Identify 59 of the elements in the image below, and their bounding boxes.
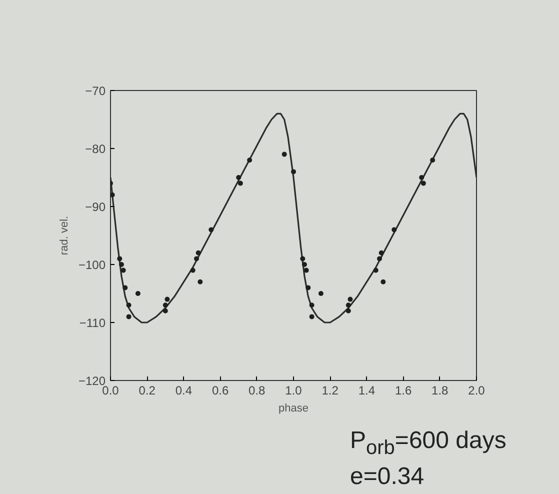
- point: [135, 291, 140, 296]
- x-tick-label: 1.8: [432, 384, 449, 398]
- point: [419, 175, 424, 180]
- x-tick-label: 1.4: [358, 384, 376, 398]
- point: [304, 268, 309, 273]
- point: [126, 302, 132, 308]
- point: [194, 256, 200, 262]
- point: [430, 158, 436, 163]
- x-tick-label: 0.2: [138, 384, 156, 398]
- y-tick-label: −90: [85, 200, 106, 214]
- x-tick-label: 0.8: [248, 384, 266, 398]
- point: [117, 256, 122, 262]
- point: [122, 285, 128, 290]
- y-tick-label: −110: [79, 316, 106, 330]
- point: [164, 296, 170, 302]
- x-axis-title: phase: [278, 402, 308, 414]
- point: [282, 152, 287, 157]
- text: P$_{orb}$=600 days: [350, 427, 506, 459]
- point: [373, 268, 378, 273]
- x-tick-label: 1.2: [322, 384, 339, 398]
- x-tick-label: 1.6: [394, 384, 412, 398]
- point: [420, 180, 426, 186]
- point: [196, 250, 201, 256]
- y-tick-label: −80: [85, 142, 106, 156]
- text: e=0.34: [350, 462, 424, 490]
- y-tick-label: −100: [78, 258, 106, 272]
- point: [392, 227, 397, 232]
- point: [110, 192, 115, 198]
- point: [236, 175, 242, 180]
- point: [238, 180, 243, 186]
- point: [126, 314, 132, 320]
- x-tick-label: 0.6: [212, 384, 229, 398]
- point: [300, 256, 306, 262]
- point: [120, 268, 126, 273]
- point: [198, 279, 203, 284]
- point: [348, 296, 353, 302]
- x-tick-label: 0.4: [175, 384, 192, 398]
- point: [190, 268, 196, 273]
- point: [162, 308, 168, 314]
- point: [118, 262, 124, 267]
- point: [247, 158, 252, 163]
- y-tick-label: −70: [85, 84, 106, 98]
- point: [309, 314, 314, 320]
- point: [380, 279, 386, 284]
- point: [377, 256, 382, 262]
- point: [378, 250, 384, 256]
- point: [346, 308, 351, 314]
- point: [306, 285, 311, 290]
- x-tick-label: 1.0: [285, 384, 302, 398]
- point: [346, 302, 351, 308]
- y-axis-title: rad. vel.: [58, 216, 70, 256]
- point: [162, 302, 168, 308]
- point: [208, 227, 214, 232]
- x-tick-label: 0.0: [102, 384, 120, 398]
- x-tick-label: 2.0: [468, 384, 486, 398]
- point: [309, 302, 314, 308]
- point: [302, 262, 307, 267]
- point: [291, 169, 296, 174]
- point: [318, 291, 324, 296]
